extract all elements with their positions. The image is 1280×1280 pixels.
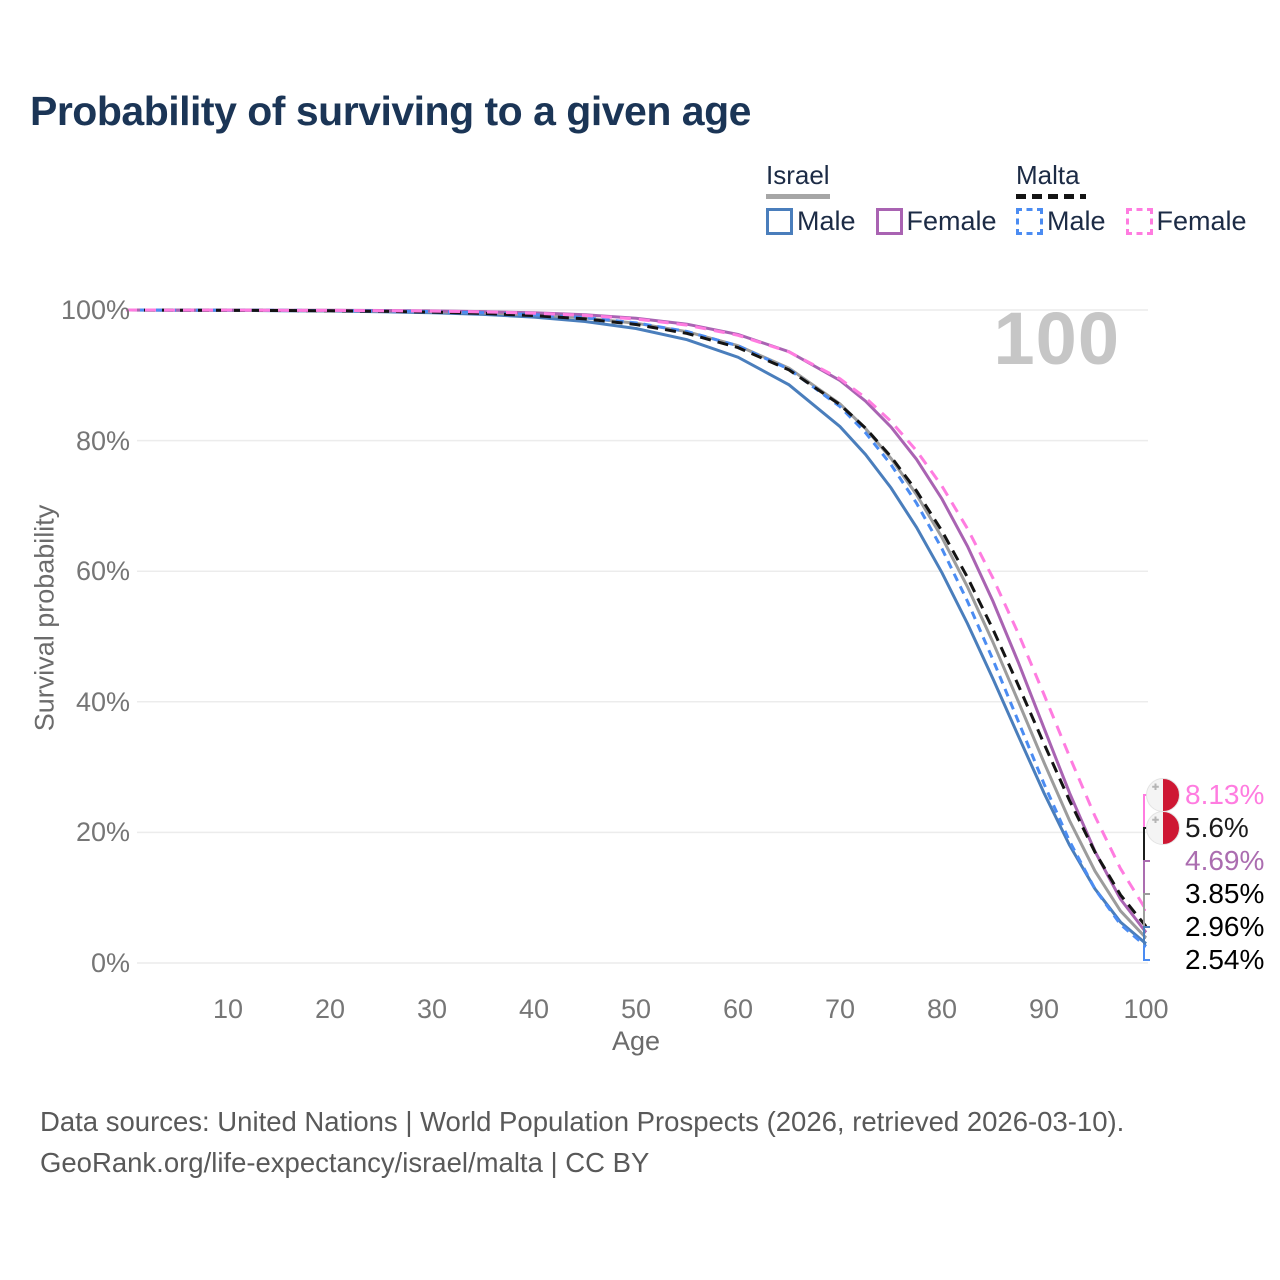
ytick-40: 40% xyxy=(75,687,130,717)
leader-line xyxy=(1143,945,1150,961)
age-counter-watermark: 100 xyxy=(993,297,1120,380)
series-malta-female xyxy=(125,308,1148,911)
legend-label-malta-male[interactable]: Male xyxy=(1047,206,1106,236)
legend-country-malta: Malta xyxy=(1016,160,1080,190)
end-label-israel: 3.85% xyxy=(1146,876,1264,912)
ytick-80: 80% xyxy=(75,426,130,456)
legend-swatch-israel-male[interactable] xyxy=(766,208,793,235)
israel-flag-icon xyxy=(1146,844,1180,878)
xtick-90: 90 xyxy=(1028,994,1060,1024)
page-title: Probability of surviving to a given age xyxy=(30,88,751,134)
xtick-50: 50 xyxy=(620,994,652,1024)
xtick-80: 80 xyxy=(926,994,958,1024)
series-malta xyxy=(125,308,1148,928)
malta-flag-icon xyxy=(1146,943,1180,977)
israel-flag-icon xyxy=(1146,910,1180,944)
ytick-100: 100% xyxy=(60,295,130,325)
legend-country-israel: Israel xyxy=(766,160,830,190)
legend-group-malta: Malta Male Female xyxy=(1016,160,1267,237)
legend-swatch-malta-female[interactable] xyxy=(1125,208,1153,235)
legend-label-israel-female[interactable]: Female xyxy=(906,206,997,236)
attribution-note: GeoRank.org/life-expectancy/israel/malta… xyxy=(40,1147,650,1178)
y-axis-title: Survival probability xyxy=(29,504,60,732)
x-axis-title: Age xyxy=(611,1026,661,1056)
xtick-60: 60 xyxy=(722,994,754,1024)
end-label-malta-male: 2.54% xyxy=(1146,942,1264,978)
legend-swatch-israel-female[interactable] xyxy=(875,208,903,235)
series-israel-male xyxy=(125,308,1147,945)
end-value: 8.13% xyxy=(1185,779,1265,810)
legend-line-swatch-malta xyxy=(1016,194,1086,199)
series-israel xyxy=(125,308,1148,939)
xtick-30: 30 xyxy=(416,994,448,1024)
leader-line xyxy=(1143,926,1150,945)
legend-label-israel-male[interactable]: Male xyxy=(797,206,856,236)
end-value: 2.54% xyxy=(1185,944,1265,975)
xtick-70: 70 xyxy=(824,994,856,1024)
legend-swatch-malta-male[interactable] xyxy=(1016,208,1043,235)
ytick-0: 0% xyxy=(90,948,130,978)
xtick-20: 20 xyxy=(314,994,346,1024)
end-value: 3.85% xyxy=(1185,878,1265,909)
end-label-israel-male: 2.96% xyxy=(1146,909,1264,945)
data-sources-note: Data sources: United Nations | World Pop… xyxy=(40,1106,1125,1137)
end-label-malta-female: 8.13% xyxy=(1146,777,1264,813)
end-value: 2.96% xyxy=(1185,911,1265,942)
series-israel-female xyxy=(125,308,1148,934)
xtick-10: 10 xyxy=(212,994,244,1024)
legend-group-israel: Israel Male Female xyxy=(766,160,1017,237)
end-label-israel-female: 4.69% xyxy=(1146,843,1264,879)
legend-line-swatch-israel xyxy=(766,194,830,199)
legend-label-malta-female[interactable]: Female xyxy=(1156,206,1247,236)
ytick-20: 20% xyxy=(75,817,130,847)
malta-flag-icon xyxy=(1146,778,1180,812)
end-label-malta: 5.6% xyxy=(1146,810,1249,846)
end-value: 5.6% xyxy=(1185,812,1249,843)
malta-flag-icon xyxy=(1146,811,1180,845)
series-malta-male xyxy=(125,308,1147,948)
end-value: 4.69% xyxy=(1185,845,1265,876)
xtick-40: 40 xyxy=(518,994,550,1024)
xtick-100: 100 xyxy=(1123,994,1169,1024)
israel-flag-icon xyxy=(1146,877,1180,911)
ytick-60: 60% xyxy=(75,556,130,586)
